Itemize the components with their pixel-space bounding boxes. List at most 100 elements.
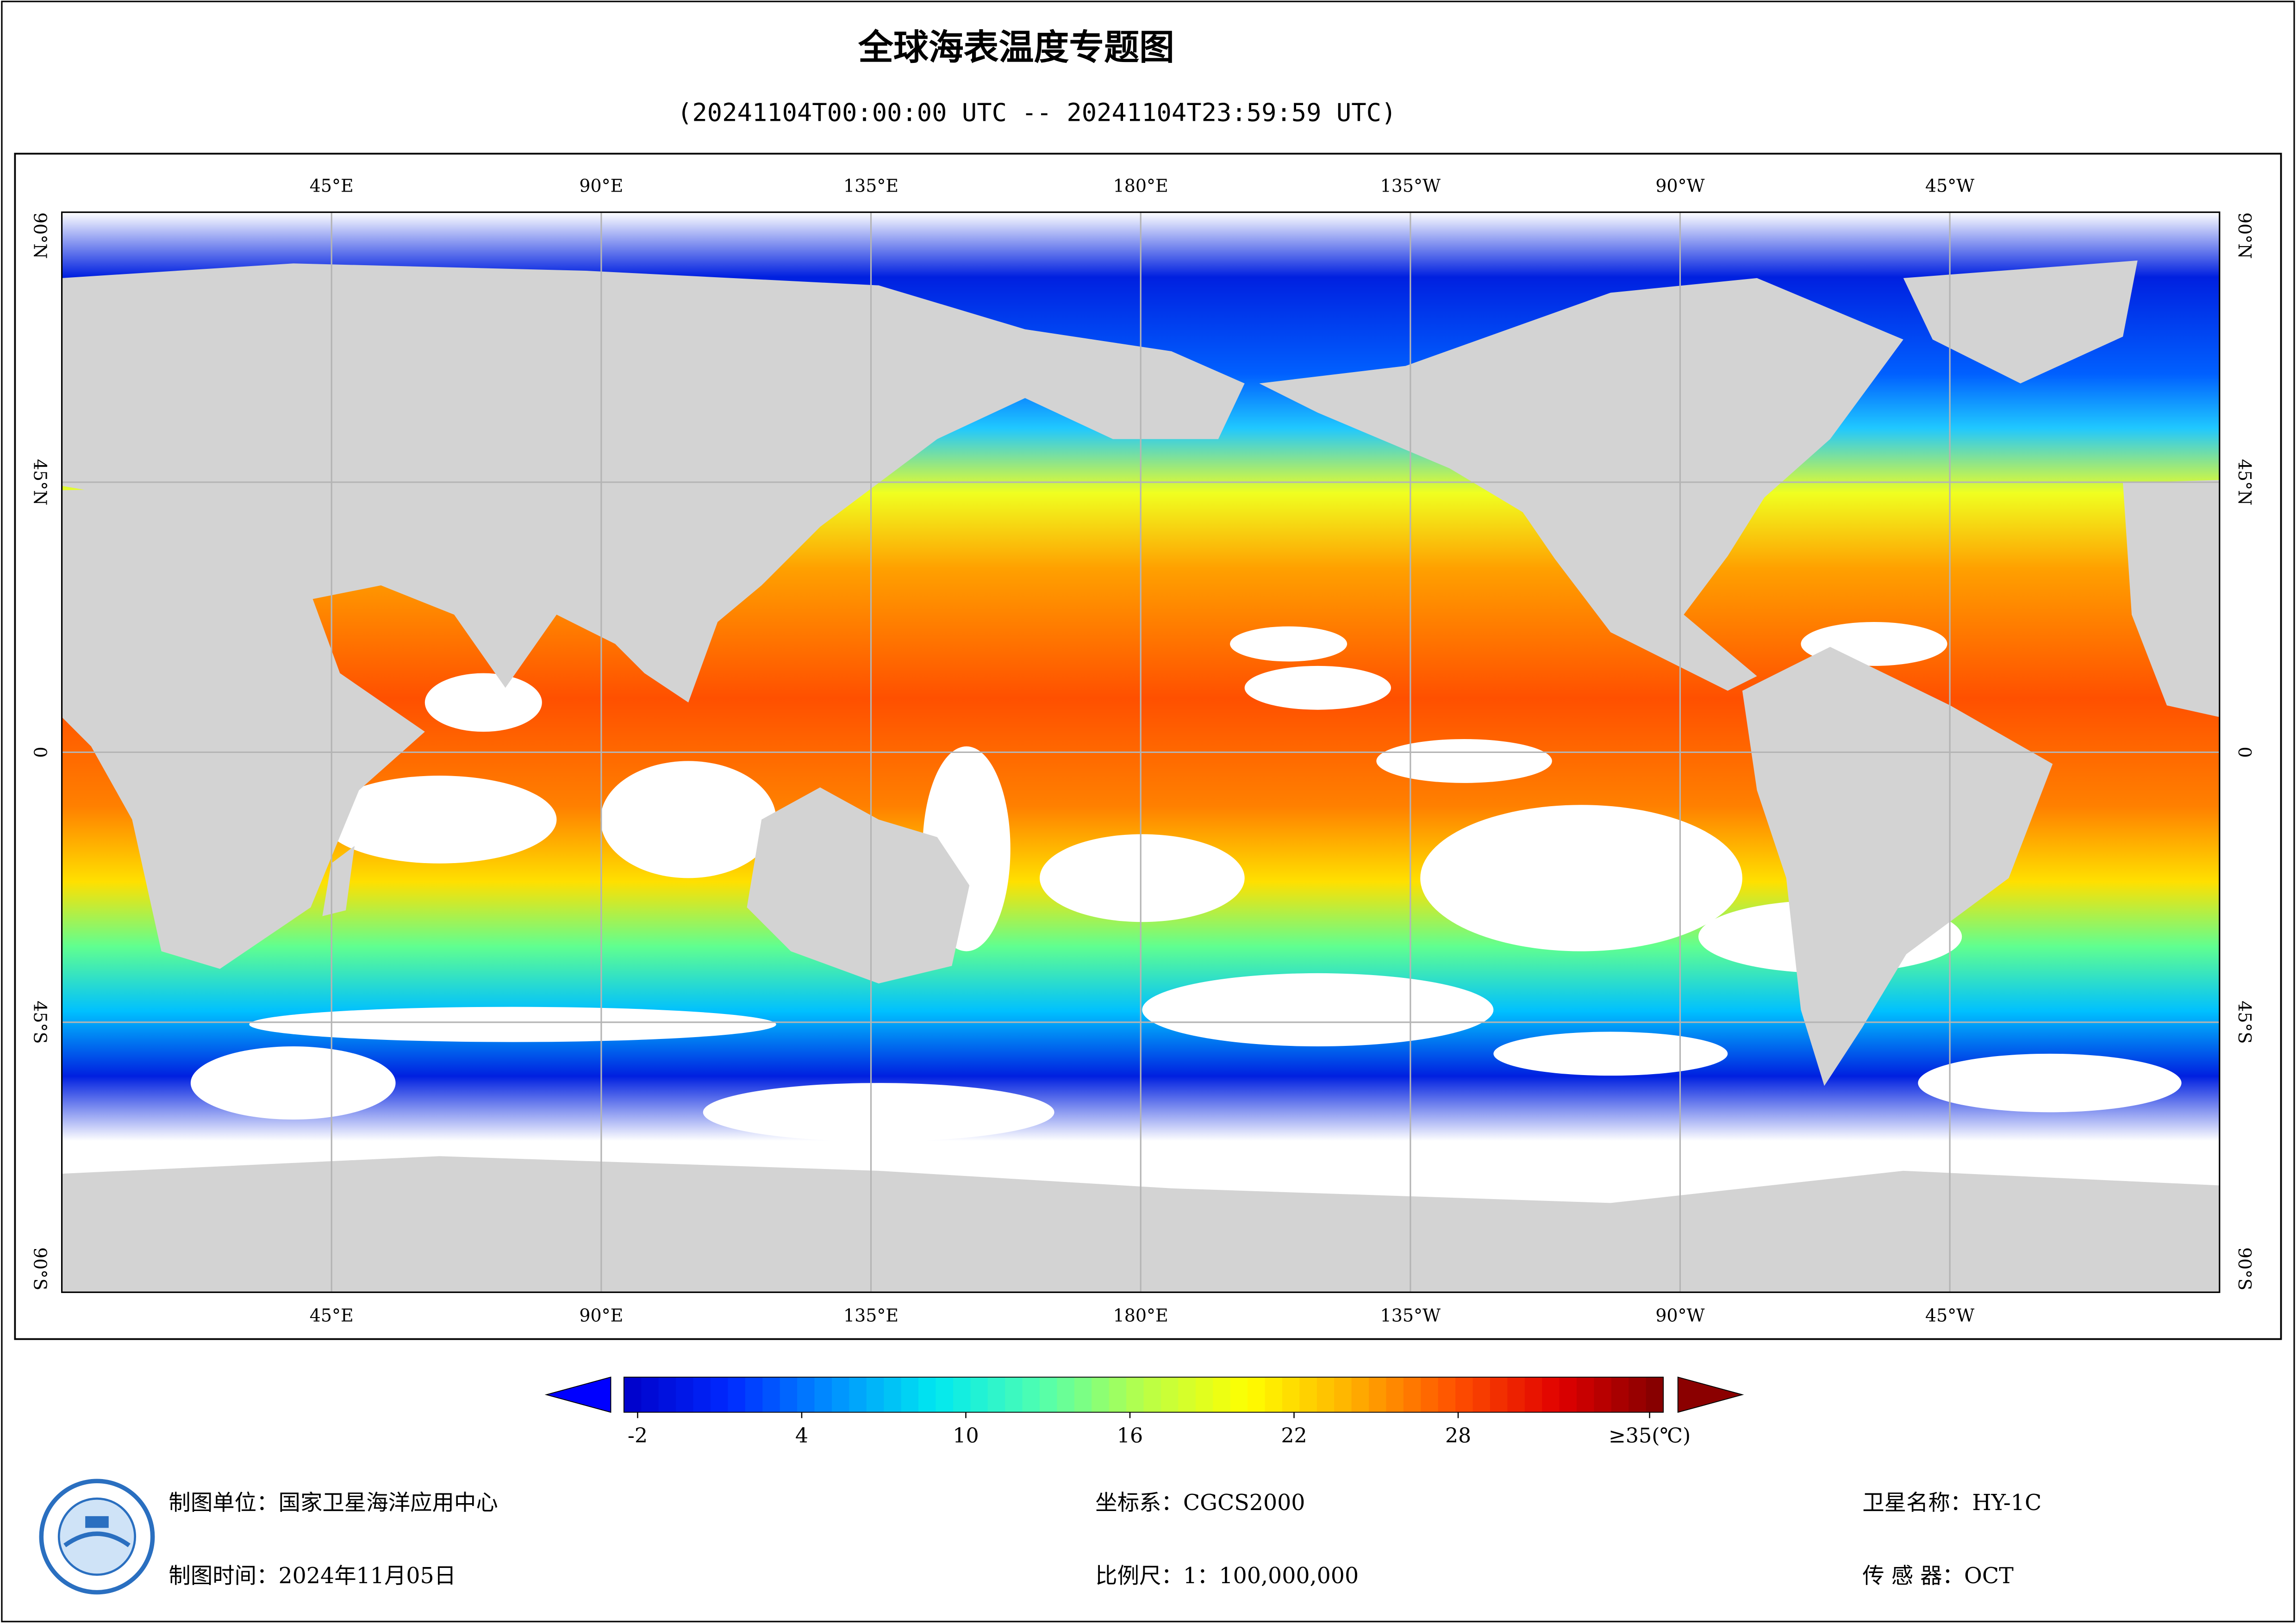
colorbar-segment (953, 1377, 971, 1412)
colorbar-segment (1421, 1377, 1439, 1412)
colorbar-segment (1039, 1377, 1058, 1412)
lat-label-left: 0 (30, 746, 50, 758)
lat-label-left: 45°N (30, 459, 50, 505)
colorbar-segment (1109, 1377, 1127, 1412)
colorbar-segment (831, 1377, 850, 1412)
colorbar-tick-label: 28 (1445, 1424, 1471, 1448)
lon-label-bottom: 135°W (1380, 1306, 1441, 1326)
colorbar-segment (710, 1377, 729, 1412)
colorbar-tick-label: ≥35(℃) (1609, 1424, 1691, 1448)
colorbar-segment (1386, 1377, 1404, 1412)
colorbar-segment (1282, 1377, 1300, 1412)
sensor: 传 感 器：OCT (1862, 1563, 2014, 1589)
colorbar-segment (1265, 1377, 1283, 1412)
colorbar-segment (624, 1377, 642, 1412)
lon-label-top: 135°E (843, 175, 898, 196)
colorbar-segment (1628, 1377, 1647, 1412)
colorbar-segment (1057, 1377, 1075, 1412)
colorbar-segment (1334, 1377, 1352, 1412)
lon-label-top: 45°W (1925, 175, 1974, 196)
colorbar-segment (1092, 1377, 1110, 1412)
colorbar-segment (936, 1377, 954, 1412)
lon-label-top: 90°W (1655, 175, 1704, 196)
colorbar-border (623, 1376, 1664, 1413)
colorbar-segment (987, 1377, 1006, 1412)
colorbar-tick-label: 4 (795, 1424, 808, 1448)
lat-label-left: 90°N (30, 212, 50, 259)
colorbar-segment (1316, 1377, 1335, 1412)
colorbar: -2 4 10 16 22 28 ≥35(℃) (544, 1376, 1744, 1448)
colorbar-segment (1524, 1377, 1543, 1412)
colorbar-segment (1005, 1377, 1023, 1412)
colorbar-segment (866, 1377, 885, 1412)
map-frame (14, 153, 2282, 1340)
colorbar-tick-label: 10 (953, 1424, 979, 1448)
colorbar-segment (728, 1377, 746, 1412)
colorbar-tick-label: 16 (1117, 1424, 1143, 1448)
lon-label-bottom: 135°E (843, 1306, 898, 1326)
colorbar-segment (762, 1377, 780, 1412)
colorbar-segment (1178, 1377, 1196, 1412)
crs: 坐标系：CGCS2000 (1095, 1490, 1305, 1516)
colorbar-segment (1559, 1377, 1577, 1412)
colorbar-segment (693, 1377, 711, 1412)
colorbar-segment (797, 1377, 815, 1412)
lat-label-right: 90°N (2234, 212, 2255, 259)
map-subtitle: (20241104T00:00:00 UTC -- 20241104T23:59… (677, 98, 1396, 127)
colorbar-segment (1455, 1377, 1473, 1412)
satellite: 卫星名称：HY-1C (1862, 1490, 2041, 1516)
colorbar-segment (745, 1377, 763, 1412)
colorbar-segment (918, 1377, 936, 1412)
colorbar-under (544, 1376, 611, 1413)
colorbar-segment (1351, 1377, 1369, 1412)
colorbar-segment (1577, 1377, 1595, 1412)
lon-label-top: 180°E (1113, 175, 1168, 196)
producer: 制图单位：国家卫星海洋应用中心 (168, 1490, 498, 1516)
lon-label-bottom: 90°W (1655, 1306, 1704, 1326)
lat-label-right: 90°S (2234, 1247, 2255, 1290)
colorbar-segment (970, 1377, 988, 1412)
colorbar-segment (1022, 1377, 1040, 1412)
lon-label-bottom: 45°W (1925, 1306, 1974, 1326)
map-title: 全球海表温度专题图 (858, 27, 1174, 68)
colorbar-tick-label: 22 (1281, 1424, 1307, 1448)
colorbar-segment (1646, 1377, 1664, 1412)
colorbar-segment (1126, 1377, 1144, 1412)
colorbar-segment (1542, 1377, 1560, 1412)
colorbar-tick-label: -2 (628, 1424, 648, 1448)
colorbar-segment (1594, 1377, 1612, 1412)
colorbar-segment (849, 1377, 867, 1412)
colorbar-segment (1490, 1377, 1508, 1412)
colorbar-segment (1074, 1377, 1092, 1412)
lat-label-left: 45°S (30, 1001, 50, 1044)
lat-label-right: 45°N (2234, 459, 2255, 505)
colorbar-segment (1195, 1377, 1214, 1412)
colorbar-segment (1438, 1377, 1456, 1412)
colorbar-segment (1368, 1377, 1387, 1412)
colorbar-segment (780, 1377, 798, 1412)
lon-label-top: 45°E (310, 175, 354, 196)
colorbar-segment (1213, 1377, 1231, 1412)
colorbar-segment (1472, 1377, 1491, 1412)
colorbar-segment (1403, 1377, 1422, 1412)
colorbar-segment (1299, 1377, 1317, 1412)
lon-label-bottom: 90°E (579, 1306, 623, 1326)
colorbar-segment (1507, 1377, 1525, 1412)
colorbar-segment (658, 1377, 677, 1412)
colorbar-over (1677, 1376, 1744, 1413)
colorbar-segment (814, 1377, 832, 1412)
colorbar-segment (1143, 1377, 1161, 1412)
colorbar-segment (676, 1377, 694, 1412)
production-date: 制图时间：2024年11月05日 (168, 1563, 456, 1589)
lat-label-left: 90°S (30, 1247, 50, 1290)
colorbar-segment (1230, 1377, 1248, 1412)
lon-label-bottom: 45°E (310, 1306, 354, 1326)
colorbar-segment (641, 1377, 659, 1412)
map-border (61, 211, 2221, 1293)
scale: 比例尺：1：100,000,000 (1095, 1563, 1359, 1589)
colorbar-segment (1160, 1377, 1179, 1412)
colorbar-segment (901, 1377, 919, 1412)
